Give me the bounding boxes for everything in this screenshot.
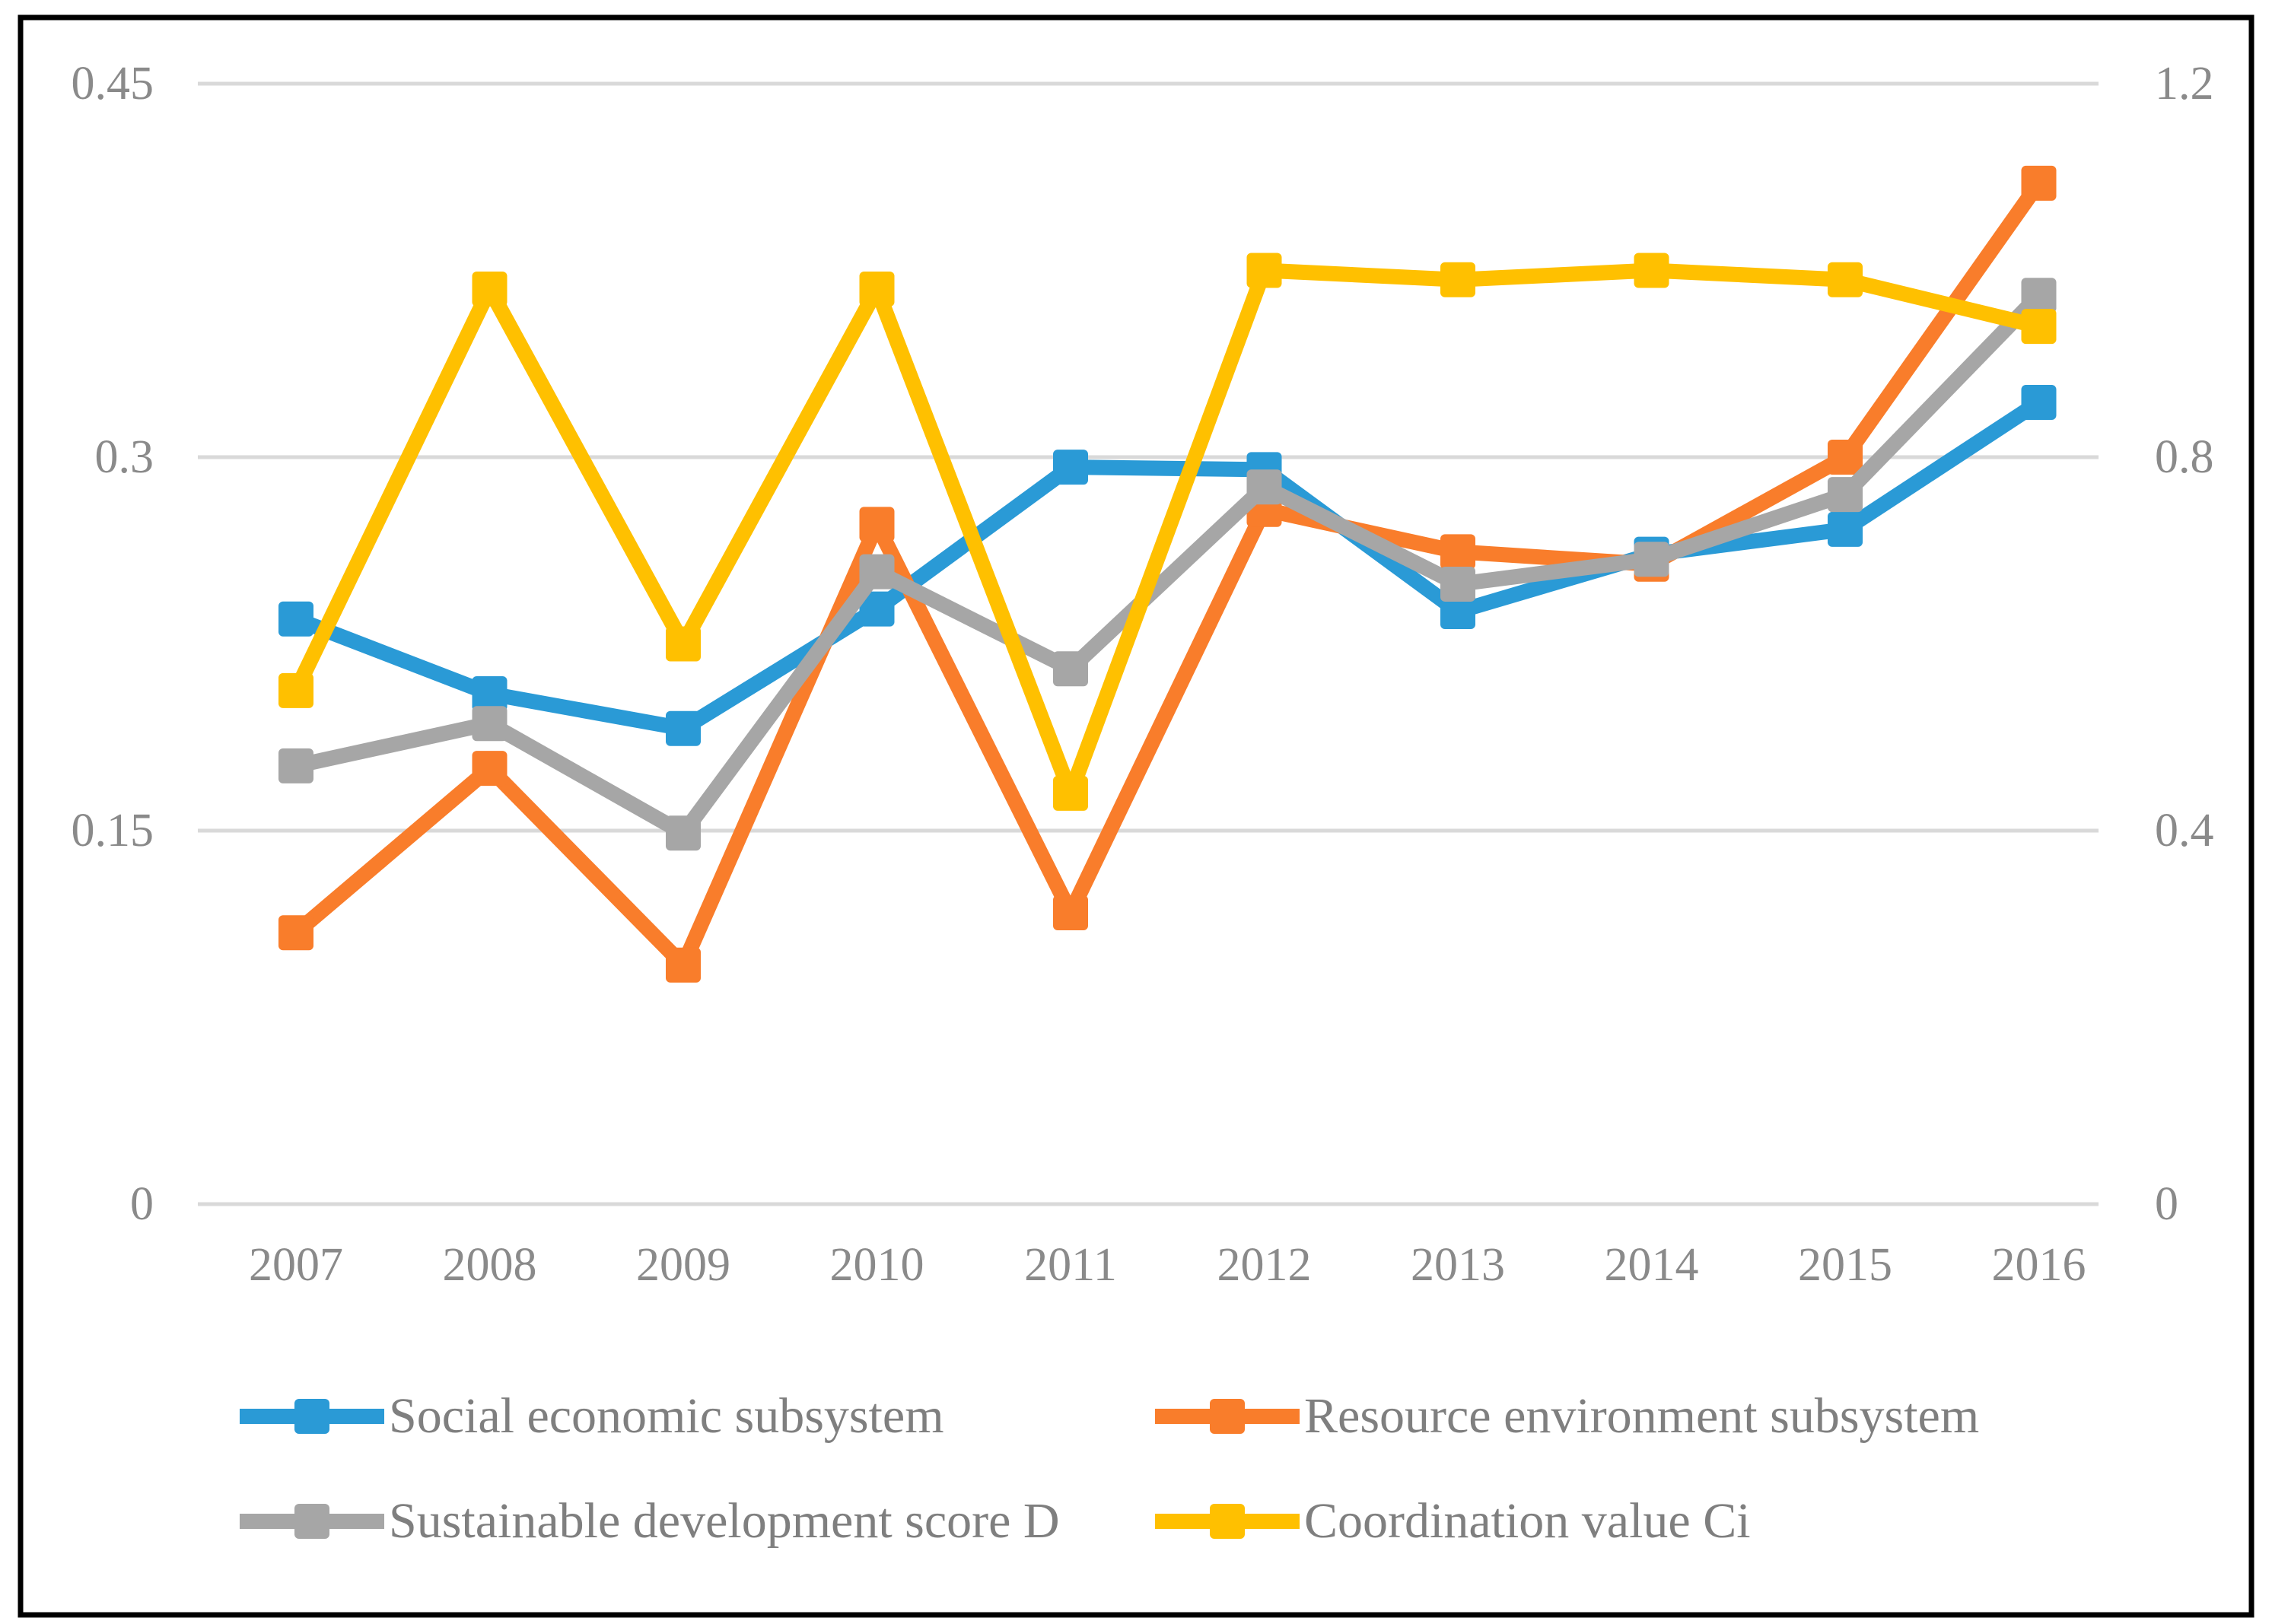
y-axis-label-left: 0.3 bbox=[94, 431, 154, 483]
series-line-social-economic-subsystem bbox=[293, 396, 2043, 736]
data-point-marker-resource-environment-subsystem bbox=[666, 947, 701, 983]
y-axis-label-right: 0.8 bbox=[2155, 431, 2214, 483]
x-axis-label: 2012 bbox=[1217, 1239, 1312, 1291]
legend-item-coordination-value-ci: Coordination value Ci bbox=[1155, 1487, 1751, 1556]
series-line-resource-environment-subsystem bbox=[291, 179, 2045, 973]
data-point-marker-sustainable-development-score-d bbox=[1828, 477, 1863, 513]
data-point-marker-sustainable-development-score-d bbox=[472, 706, 508, 742]
y-axis-label-right: 0 bbox=[2155, 1178, 2178, 1230]
x-axis-label: 2007 bbox=[249, 1239, 343, 1291]
data-point-marker-social-economic-subsystem bbox=[278, 601, 313, 637]
y-axis-label-right: 0.4 bbox=[2155, 805, 2214, 856]
figure-border bbox=[18, 14, 2254, 1618]
legend-label: Resource environment subsystem bbox=[1304, 1388, 1980, 1444]
data-point-marker-resource-environment-subsystem bbox=[859, 507, 895, 542]
legend-swatch-yellow-icon bbox=[1155, 1504, 1300, 1539]
data-point-marker-coordination-value-ci bbox=[2021, 309, 2057, 345]
data-point-marker-coordination-value-ci bbox=[1634, 253, 1669, 288]
series-line-sustainable-development-score-d bbox=[294, 290, 2044, 841]
data-point-marker-coordination-value-ci bbox=[1440, 262, 1475, 297]
data-point-marker-resource-environment-subsystem bbox=[2021, 165, 2057, 201]
x-axis-label: 2010 bbox=[829, 1239, 924, 1291]
data-point-marker-social-economic-subsystem bbox=[1828, 511, 1863, 547]
data-point-marker-sustainable-development-score-d bbox=[666, 815, 701, 851]
y-axis-label-left: 0.15 bbox=[71, 805, 154, 856]
legend-marker bbox=[1210, 1399, 1245, 1434]
data-point-marker-social-economic-subsystem bbox=[1053, 450, 1088, 485]
data-point-marker-sustainable-development-score-d bbox=[859, 554, 895, 590]
data-point-marker-sustainable-development-score-d bbox=[278, 748, 313, 783]
data-point-marker-social-economic-subsystem bbox=[2021, 384, 2057, 420]
series-line-coordination-value-ci bbox=[288, 262, 2041, 801]
legend-label: Coordination value Ci bbox=[1304, 1493, 1751, 1549]
data-point-marker-sustainable-development-score-d bbox=[1246, 469, 1282, 505]
data-point-marker-social-economic-subsystem bbox=[666, 710, 701, 746]
data-point-marker-resource-environment-subsystem bbox=[1828, 440, 1863, 475]
legend-item-sustainable-development-score: Sustainable development score D bbox=[240, 1487, 1060, 1556]
x-axis-label: 2009 bbox=[636, 1239, 730, 1291]
data-point-marker-resource-environment-subsystem bbox=[278, 915, 313, 951]
legend-swatch-orange-icon bbox=[1155, 1399, 1300, 1434]
data-point-marker-coordination-value-ci bbox=[666, 626, 701, 662]
legend-swatch-gray-icon bbox=[240, 1504, 384, 1539]
legend-item-social-economic-subsystem: Social economic subsystem bbox=[240, 1382, 944, 1451]
data-point-marker-social-economic-subsystem bbox=[859, 591, 895, 627]
y-axis-label-left: 0.45 bbox=[71, 58, 154, 110]
data-point-marker-coordination-value-ci bbox=[1246, 253, 1282, 288]
data-point-marker-sustainable-development-score-d bbox=[2021, 278, 2057, 313]
data-point-marker-coordination-value-ci bbox=[1828, 262, 1863, 297]
legend-label: Social economic subsystem bbox=[389, 1388, 944, 1444]
x-axis-label: 2015 bbox=[1798, 1239, 1892, 1291]
data-point-marker-sustainable-development-score-d bbox=[1634, 542, 1669, 577]
data-point-marker-resource-environment-subsystem bbox=[1053, 895, 1088, 931]
x-axis-label: 2013 bbox=[1411, 1239, 1505, 1291]
x-axis-label: 2011 bbox=[1024, 1239, 1117, 1291]
legend-marker bbox=[294, 1399, 329, 1434]
x-axis-label: 2014 bbox=[1604, 1239, 1699, 1291]
legend-swatch-blue-icon bbox=[240, 1399, 384, 1434]
data-point-marker-sustainable-development-score-d bbox=[1053, 651, 1088, 687]
legend-marker bbox=[294, 1504, 329, 1539]
data-point-marker-social-economic-subsystem bbox=[472, 675, 508, 711]
data-point-marker-sustainable-development-score-d bbox=[1440, 566, 1475, 602]
data-point-marker-resource-environment-subsystem bbox=[472, 751, 508, 787]
data-point-marker-resource-environment-subsystem bbox=[1440, 534, 1475, 570]
y-axis-label-left: 0 bbox=[130, 1178, 154, 1230]
legend-item-resource-environment-subsystem: Resource environment subsystem bbox=[1155, 1382, 1979, 1451]
data-point-marker-coordination-value-ci bbox=[472, 272, 508, 307]
data-point-marker-coordination-value-ci bbox=[859, 272, 895, 307]
x-axis-label: 2008 bbox=[442, 1239, 537, 1291]
data-point-marker-social-economic-subsystem bbox=[1440, 593, 1475, 629]
y-axis-label-right: 1.2 bbox=[2155, 58, 2214, 110]
x-axis-label: 2016 bbox=[1991, 1239, 2086, 1291]
legend-label: Sustainable development score D bbox=[389, 1493, 1060, 1549]
legend-marker bbox=[1210, 1504, 1245, 1539]
data-point-marker-coordination-value-ci bbox=[278, 672, 313, 708]
data-point-marker-coordination-value-ci bbox=[1053, 775, 1088, 811]
